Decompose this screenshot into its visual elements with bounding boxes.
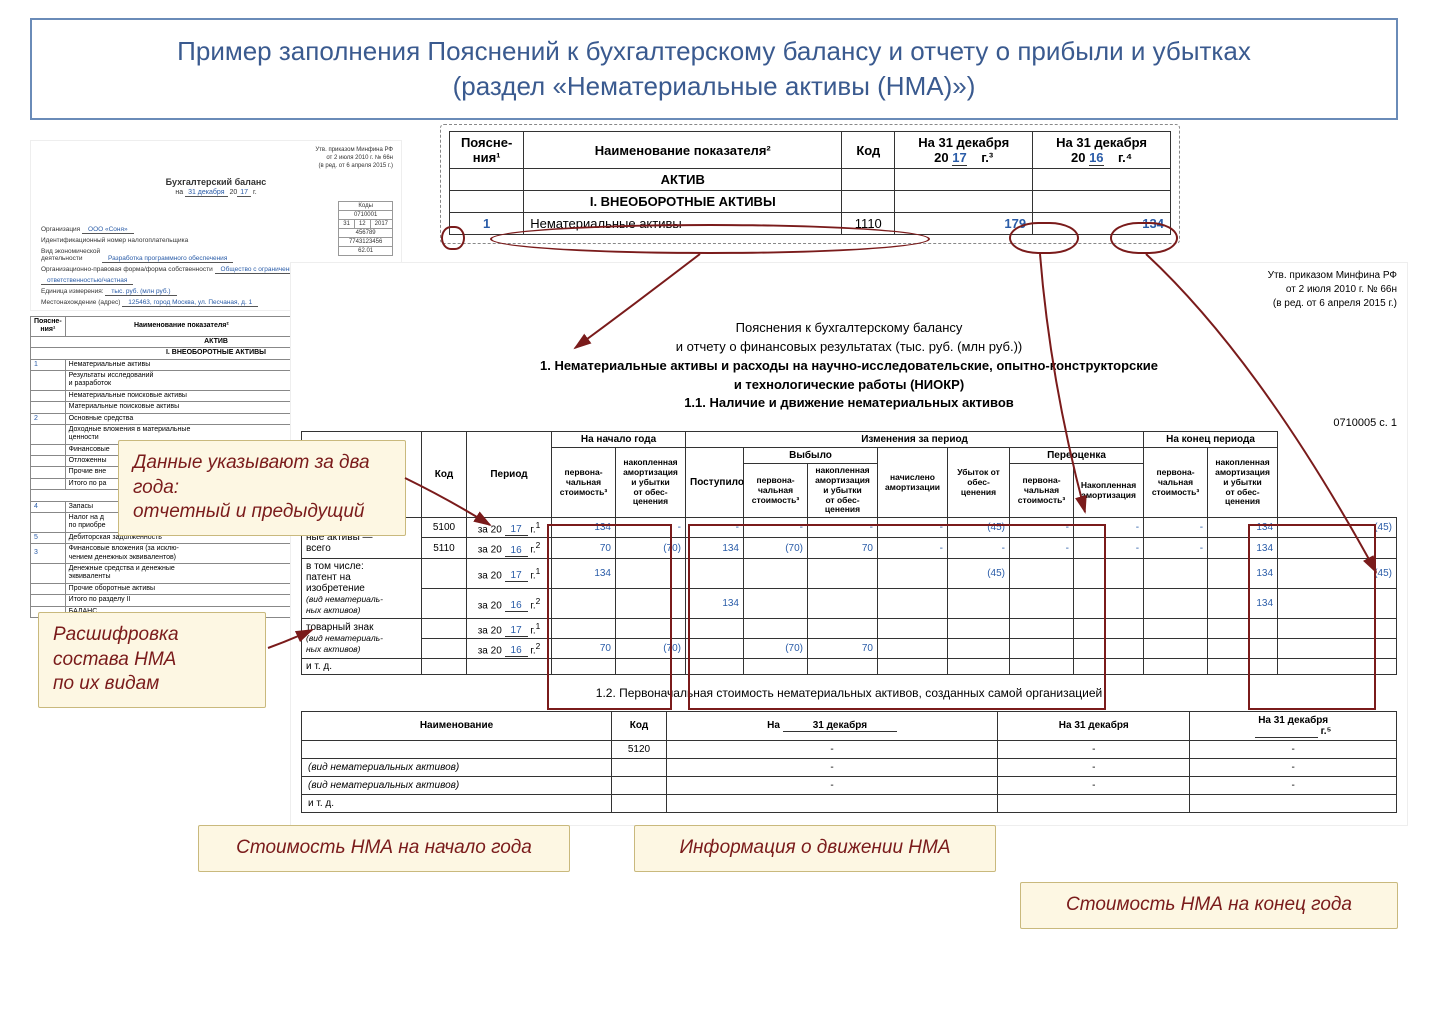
- mini-title: Бухгалтерский баланс: [41, 177, 391, 187]
- mini-codes: Коды 0710001 31122017 456789 7743123456 …: [338, 201, 393, 256]
- balance-excerpt: Поясне- ния¹ Наименование показателя² Ко…: [440, 124, 1180, 244]
- table-1-2: Наименование Код На 31 декабря На 31 дек…: [301, 711, 1397, 813]
- title-line2: (раздел «Нематериальные активы (НМА)»): [52, 69, 1376, 104]
- callout-movement: Информация о движении НМА: [634, 825, 996, 872]
- mini-date: на 31 декабря 2017 г.: [41, 189, 391, 196]
- page-title-box: Пример заполнения Пояснений к бухгалтерс…: [30, 18, 1398, 120]
- main-heading: Пояснения к бухгалтерскому балансу и отч…: [301, 319, 1397, 413]
- callout-begin-cost: Стоимость НМА на начало года: [198, 825, 570, 872]
- notes-document: Утв. приказом Минфина РФ от 2 июля 2010 …: [290, 262, 1408, 826]
- callout-breakdown: Расшифровка состава НМА по их видам: [38, 612, 266, 708]
- page-code: 0710005 с. 1: [301, 417, 1397, 429]
- table-1-1: Наименование показателя Код Период На на…: [301, 431, 1397, 675]
- callout-two-years: Данные указывают за два года: отчетный и…: [118, 440, 406, 536]
- main-regulation: Утв. приказом Минфина РФ от 2 июля 2010 …: [301, 269, 1397, 311]
- sect-1-2: 1.2. Первоначальная стоимость нематериал…: [301, 685, 1397, 702]
- mini-regulation: Утв. приказом Минфина РФ от 2 июля 2010 …: [315, 147, 393, 170]
- callout-end-cost: Стоимость НМА на конец года: [1020, 882, 1398, 929]
- title-line1: Пример заполнения Пояснений к бухгалтерс…: [52, 34, 1376, 69]
